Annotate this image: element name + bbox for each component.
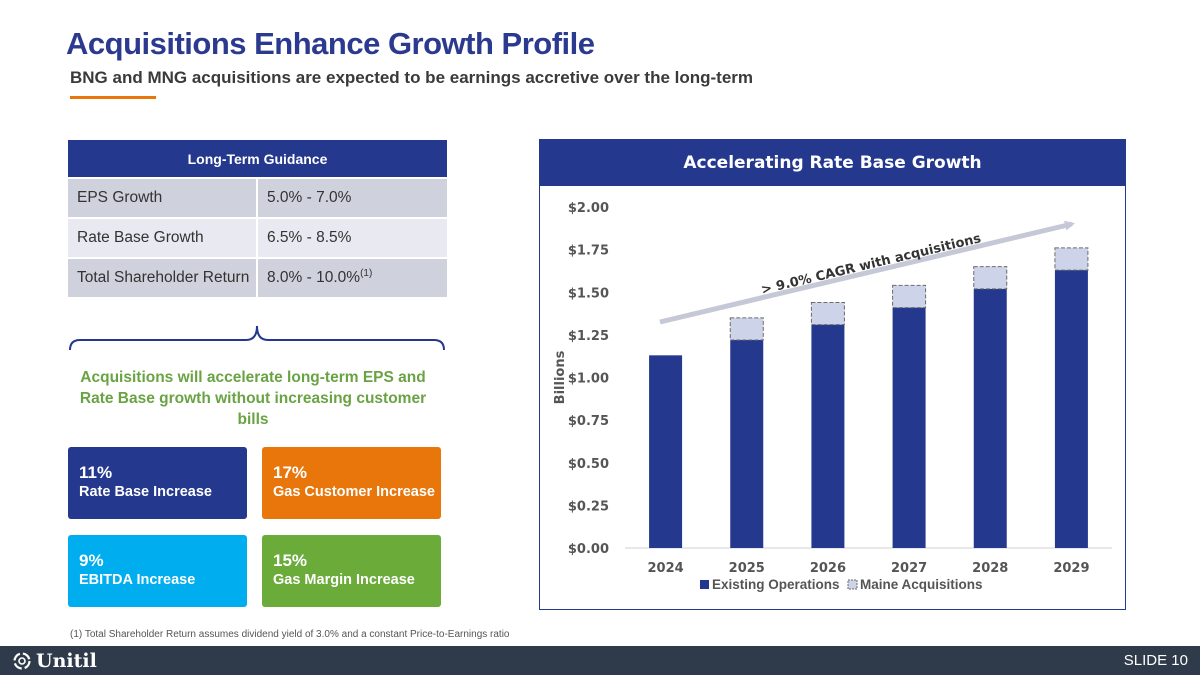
legend-swatch-existing-operations (700, 580, 709, 589)
y-tick-label: $1.75 (568, 244, 609, 259)
kpi-label: Gas Customer Increase (273, 484, 435, 500)
kpi-percent: 17% (273, 463, 308, 482)
footnote-marker: (1) (360, 268, 373, 280)
footnote: (1) Total Shareholder Return assumes div… (70, 629, 510, 640)
kpi-percent: 11% (79, 463, 113, 482)
company-logo: Unitil (12, 650, 97, 672)
x-tick-label: 2024 (647, 561, 683, 576)
guidance-table: Long-Term Guidance EPS Growth 5.0% - 7.0… (68, 140, 447, 299)
kpi-percent: 15% (273, 551, 308, 570)
bar-existing-operations (649, 355, 683, 548)
y-tick-label: $2.00 (568, 201, 609, 216)
kpi-gas-margin: 15% Gas Margin Increase (262, 535, 441, 607)
bar-existing-operations (973, 288, 1007, 548)
bar-maine-acquisitions (729, 317, 764, 341)
y-tick-label: $1.00 (568, 372, 609, 387)
x-tick-label: 2026 (810, 561, 846, 576)
x-tick-label: 2029 (1053, 561, 1089, 576)
y-tick-label: $0.25 (568, 499, 609, 514)
slide-number: SLIDE 10 (1123, 652, 1188, 669)
kpi-rate-base: 11% Rate Base Increase (68, 447, 247, 519)
guidance-value: 8.0% - 10.0% (267, 269, 361, 287)
table-row: Rate Base Growth 6.5% - 8.5% (68, 218, 447, 259)
kpi-label: Rate Base Increase (79, 484, 212, 500)
kpi-ebitda: 9% EBITDA Increase (68, 535, 247, 607)
y-tick-label: $0.00 (568, 542, 609, 557)
bar-existing-operations (811, 324, 845, 548)
bar-maine-acquisitions (810, 301, 845, 326)
guidance-metric: Total Shareholder Return (68, 258, 258, 299)
legend-swatch-maine-acquisitions (847, 579, 858, 590)
guidance-metric: Rate Base Growth (68, 218, 258, 259)
page-title: Acquisitions Enhance Growth Profile (66, 26, 595, 61)
bar-maine-acquisitions (1054, 247, 1089, 271)
bar-maine-acquisitions (973, 266, 1008, 290)
table-row: Total Shareholder Return 8.0% - 10.0%(1) (68, 258, 447, 299)
cagr-annotation: > 9.0% CAGR with acquisitions (760, 231, 983, 298)
unitil-swirl-icon (13, 652, 31, 670)
rate-base-chart-panel: Accelerating Rate Base Growth $0.00 $0.25… (539, 139, 1126, 610)
page-subtitle: BNG and MNG acquisitions are expected to… (70, 68, 754, 87)
guidance-value: 5.0% - 7.0% (257, 178, 447, 219)
table-row: EPS Growth 5.0% - 7.0% (68, 178, 447, 219)
cagr-arrow (659, 220, 1075, 325)
acquisitions-note: Acquisitions will accelerate long-term E… (68, 367, 438, 430)
kpi-label: Gas Margin Increase (273, 572, 415, 588)
title-underline (70, 96, 156, 99)
footer-bar: Unitil SLIDE 10 (0, 646, 1200, 675)
y-axis-label: Billions (553, 350, 568, 404)
legend-label-existing-operations: Existing Operations (712, 577, 840, 592)
guidance-value-cell: 8.0% - 10.0%(1) (257, 258, 447, 299)
bar-existing-operations (1054, 270, 1088, 548)
legend-label-maine-acquisitions: Maine Acquisitions (860, 577, 983, 592)
acquisitions-note-line: Acquisitions will accelerate long-term E… (80, 369, 426, 386)
kpi-label: EBITDA Increase (79, 572, 196, 588)
guidance-value: 6.5% - 8.5% (257, 218, 447, 259)
x-tick-label: 2027 (891, 561, 927, 576)
rate-base-chart: $0.00 $0.25 $0.50 $0.75 $1.00 $1.25 $1.50 $1.75… (553, 201, 1112, 592)
x-tick-label: 2025 (729, 561, 765, 576)
bar-existing-operations (730, 339, 764, 548)
guidance-heading: Long-Term Guidance (68, 140, 447, 179)
acquisitions-note-line: Rate Base growth without increasing cust… (79, 390, 427, 428)
chart-title: Accelerating Rate Base Growth (540, 140, 1125, 186)
kpi-percent: 9% (79, 551, 104, 570)
guidance-metric: EPS Growth (68, 178, 258, 219)
bar-maine-acquisitions (892, 284, 927, 309)
curly-brace-icon (69, 325, 445, 351)
bar-existing-operations (892, 307, 926, 548)
y-tick-label: $1.25 (568, 329, 609, 344)
y-tick-label: $0.75 (568, 414, 609, 429)
x-tick-label: 2028 (972, 561, 1008, 576)
y-tick-label: $1.50 (568, 286, 609, 301)
kpi-gas-customer: 17% Gas Customer Increase (262, 447, 441, 519)
logo-text: Unitil (36, 650, 97, 672)
y-tick-label: $0.50 (568, 457, 609, 472)
